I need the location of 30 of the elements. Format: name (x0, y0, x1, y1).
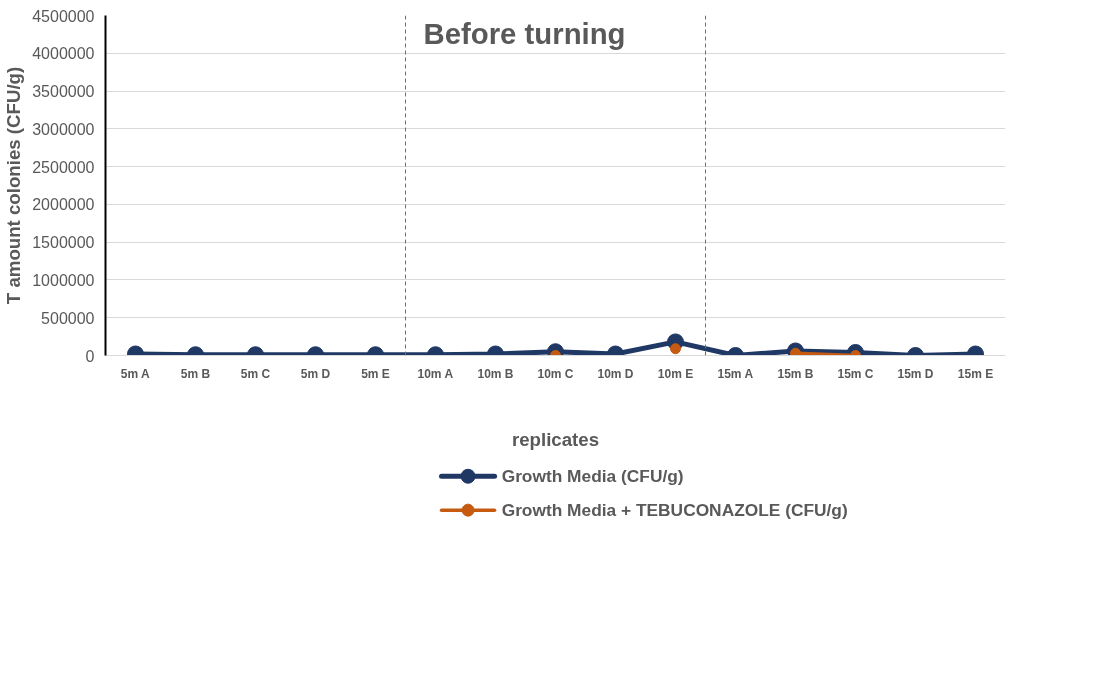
y-tick-label: 1000000 (32, 271, 95, 289)
x-tick-label: 15m C (837, 366, 874, 381)
y-axis-title: T amount colonies (CFU/g) (3, 66, 25, 305)
legend-label: Growth Media (CFU/g) (501, 466, 684, 487)
y-tick-label: 4000000 (32, 45, 95, 63)
y-tick-label: 2000000 (32, 196, 95, 214)
x-tick-label: 15m A (717, 366, 754, 381)
x-tick-label: 5m B (180, 366, 211, 381)
x-tick-label: 10m C (537, 366, 574, 381)
y-tick-label: 3500000 (32, 83, 95, 101)
chart-title: Before turning (423, 16, 626, 50)
y-tick-label: 4500000 (32, 7, 95, 25)
y-tick-label: 500000 (41, 309, 95, 327)
x-tick-label: 5m C (240, 366, 271, 381)
x-tick-label: 15m D (897, 366, 934, 381)
y-tick-label: 1500000 (32, 234, 95, 252)
y-tick-label: 0 (85, 347, 95, 365)
x-axis-title: replicates (511, 428, 600, 450)
legend-label: Growth Media + TEBUCONAZOLE (CFU/g) (501, 500, 848, 521)
x-tick-label: 10m E (657, 366, 694, 381)
x-tick-label: 15m B (777, 366, 814, 381)
x-tick-label: 5m E (361, 366, 390, 381)
x-tick-label: 5m D (300, 366, 331, 381)
y-tick-label: 2500000 (32, 158, 95, 176)
x-tick-label: 15m E (957, 366, 994, 381)
x-tick-label: 10m A (417, 366, 454, 381)
x-tick-label: 10m D (597, 366, 634, 381)
y-tick-label: 3000000 (32, 120, 95, 138)
x-tick-label: 5m A (120, 366, 151, 381)
x-tick-label: 10m B (477, 366, 514, 381)
